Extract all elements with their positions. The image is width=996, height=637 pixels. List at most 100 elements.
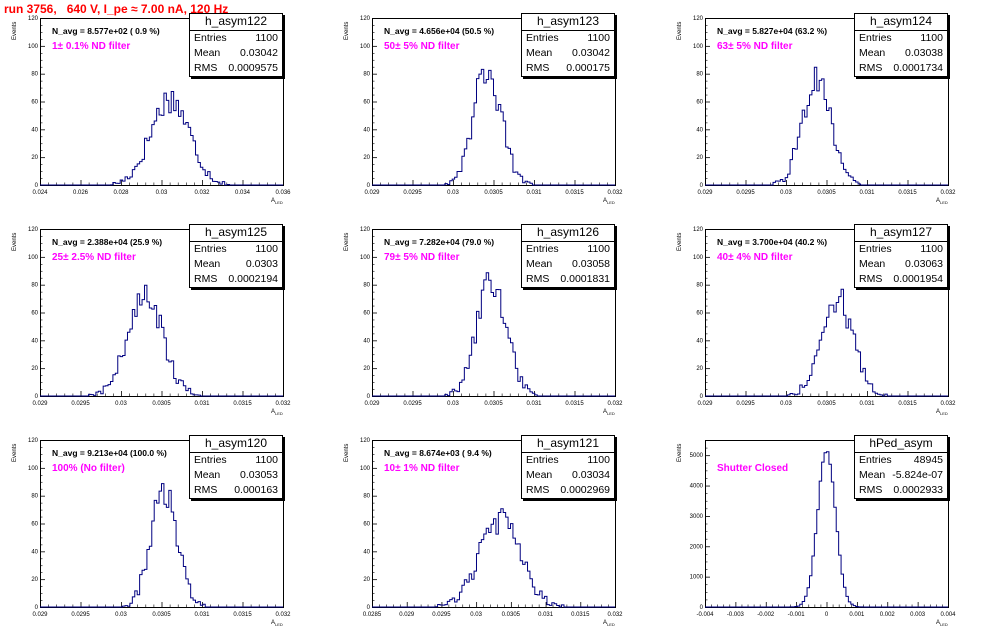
stat-box-title: h_asym121 bbox=[522, 436, 614, 453]
x-tick-label: 0.0305 bbox=[152, 401, 171, 407]
y-tick-label: 20 bbox=[363, 366, 370, 372]
stat-row-mean: Mean 0.03058 bbox=[522, 257, 614, 272]
histogram-pad-h_asym122: 0.024 0.026 0.028 0.03 0.032 0.034 0.036 0 20 40 6… bbox=[12, 13, 291, 205]
n-avg-label: N_avg = 8.674e+03 ( 9.4 %) bbox=[384, 448, 492, 458]
y-tick-label: 0 bbox=[35, 605, 39, 611]
x-tick-label: -0.001 bbox=[788, 612, 806, 618]
y-tick-label: 120 bbox=[360, 16, 371, 22]
x-axis-label: ALED bbox=[936, 409, 948, 417]
stat-value: 0.03042 bbox=[240, 47, 278, 59]
stat-box-title: hPed_asym bbox=[855, 436, 947, 453]
stat-value: 0.03042 bbox=[572, 47, 610, 59]
y-tick-label: 20 bbox=[363, 577, 370, 583]
histogram-series bbox=[372, 508, 615, 608]
stat-row-mean: Mean 0.03042 bbox=[190, 46, 282, 61]
stat-key: Entries bbox=[526, 32, 559, 44]
n-avg-label: N_avg = 8.577e+02 ( 0.9 %) bbox=[52, 26, 160, 36]
stat-row-rms: RMS 0.0002194 bbox=[190, 272, 282, 287]
y-axis-label: Events bbox=[12, 443, 18, 462]
x-axis-label: ALED bbox=[271, 409, 283, 417]
stat-value: 0.0001831 bbox=[560, 273, 610, 285]
filter-label: 50± 5% ND filter bbox=[384, 41, 460, 52]
y-tick-label: 60 bbox=[363, 311, 370, 317]
y-tick-label: 80 bbox=[363, 494, 370, 500]
stat-value: 0.0001954 bbox=[893, 273, 943, 285]
stat-row-rms: RMS 0.0001734 bbox=[855, 61, 947, 76]
y-tick-label: 80 bbox=[31, 494, 38, 500]
x-tick-label: 0.024 bbox=[32, 190, 48, 196]
stat-row-mean: Mean 0.03034 bbox=[522, 468, 614, 483]
y-tick-label: 20 bbox=[31, 577, 38, 583]
stat-box-title: h_asym120 bbox=[190, 436, 282, 453]
y-tick-label: 80 bbox=[696, 283, 703, 289]
y-tick-label: 0 bbox=[35, 183, 39, 189]
filter-label: 79± 5% ND filter bbox=[384, 252, 460, 263]
x-tick-label: 0.0305 bbox=[484, 401, 503, 407]
stat-key: RMS bbox=[194, 62, 218, 74]
x-tick-label: 0.0315 bbox=[233, 401, 252, 407]
stat-value: 1100 bbox=[920, 243, 943, 255]
y-tick-label: 100 bbox=[693, 255, 704, 261]
filter-label: 63± 5% ND filter bbox=[717, 41, 793, 52]
x-tick-label: 0.032 bbox=[194, 190, 210, 196]
stat-value: 0.000163 bbox=[234, 484, 278, 496]
x-tick-label: 0.0315 bbox=[565, 401, 584, 407]
y-tick-label: 80 bbox=[363, 283, 370, 289]
x-tick-label: 0.03 bbox=[115, 401, 127, 407]
stat-value: 1100 bbox=[255, 243, 278, 255]
y-tick-label: 80 bbox=[696, 72, 703, 78]
x-tick-label: 0.029 bbox=[32, 401, 48, 407]
x-tick-label: 0.0295 bbox=[403, 401, 422, 407]
stat-row-entries: Entries 48945 bbox=[855, 453, 947, 468]
stat-key: Entries bbox=[859, 243, 892, 255]
stat-row-mean: Mean 0.03042 bbox=[522, 46, 614, 61]
x-tick-label: 0.0295 bbox=[736, 401, 755, 407]
x-tick-label: 0.034 bbox=[235, 190, 251, 196]
stat-value: 0.0001734 bbox=[893, 62, 943, 74]
y-tick-label: 0 bbox=[367, 394, 371, 400]
stat-key: Mean bbox=[194, 47, 221, 59]
y-tick-label: 80 bbox=[31, 283, 38, 289]
stat-row-entries: Entries 1100 bbox=[855, 242, 947, 257]
stat-value: 1100 bbox=[587, 32, 610, 44]
stat-row-mean: Mean -5.824e-07 bbox=[855, 468, 947, 483]
histogram-plot: 0.029 0.0295 0.03 0.0305 0.031 0.0315 0.032 0 20… bbox=[360, 227, 623, 407]
y-tick-label: 0 bbox=[700, 605, 704, 611]
y-tick-label: 20 bbox=[31, 155, 38, 161]
y-tick-label: 100 bbox=[360, 44, 371, 50]
y-tick-label: 120 bbox=[360, 438, 371, 444]
histogram-pad-h_asym126: 0.029 0.0295 0.03 0.0305 0.031 0.0315 0.032 0 20… bbox=[344, 224, 623, 416]
y-tick-label: 60 bbox=[696, 311, 703, 317]
stat-key: Mean bbox=[526, 469, 553, 481]
stat-row-mean: Mean 0.03063 bbox=[855, 257, 947, 272]
x-tick-label: 0.03 bbox=[156, 190, 168, 196]
stat-key: RMS bbox=[859, 62, 883, 74]
histogram-series bbox=[40, 483, 283, 608]
stat-box: h_asym127 Entries 1100 Mean 0.03063 RMS 0.0001… bbox=[854, 224, 948, 288]
stat-key: Entries bbox=[859, 454, 892, 466]
x-axis-label: ALED bbox=[271, 198, 283, 206]
y-tick-label: 40 bbox=[363, 549, 370, 555]
stat-value: 0.03053 bbox=[240, 469, 278, 481]
histogram-plot: 0.029 0.0295 0.03 0.0305 0.031 0.0315 0.032 0 20… bbox=[693, 16, 956, 196]
stat-row-entries: Entries 1100 bbox=[190, 31, 282, 46]
stat-row-entries: Entries 1100 bbox=[190, 453, 282, 468]
filter-label: 1± 0.1% ND filter bbox=[52, 41, 131, 52]
stat-box-title: h_asym123 bbox=[522, 14, 614, 31]
y-tick-label: 60 bbox=[31, 100, 38, 106]
x-tick-label: -0.003 bbox=[727, 612, 745, 618]
stat-row-entries: Entries 1100 bbox=[522, 31, 614, 46]
y-tick-label: 20 bbox=[696, 155, 703, 161]
x-tick-label: 0.036 bbox=[275, 190, 291, 196]
stat-row-mean: Mean 0.03038 bbox=[855, 46, 947, 61]
filter-label: 100% (No filter) bbox=[52, 463, 125, 474]
y-tick-label: 2000 bbox=[690, 544, 704, 550]
stat-row-rms: RMS 0.0009575 bbox=[190, 61, 282, 76]
stat-row-rms: RMS 0.000175 bbox=[522, 61, 614, 76]
x-tick-label: 0.032 bbox=[607, 612, 623, 618]
x-tick-label: 0.029 bbox=[697, 401, 713, 407]
y-tick-label: 80 bbox=[363, 72, 370, 78]
y-axis-label: Events bbox=[677, 232, 683, 251]
x-tick-label: -0.004 bbox=[696, 612, 714, 618]
filter-label: 25± 2.5% ND filter bbox=[52, 252, 136, 263]
